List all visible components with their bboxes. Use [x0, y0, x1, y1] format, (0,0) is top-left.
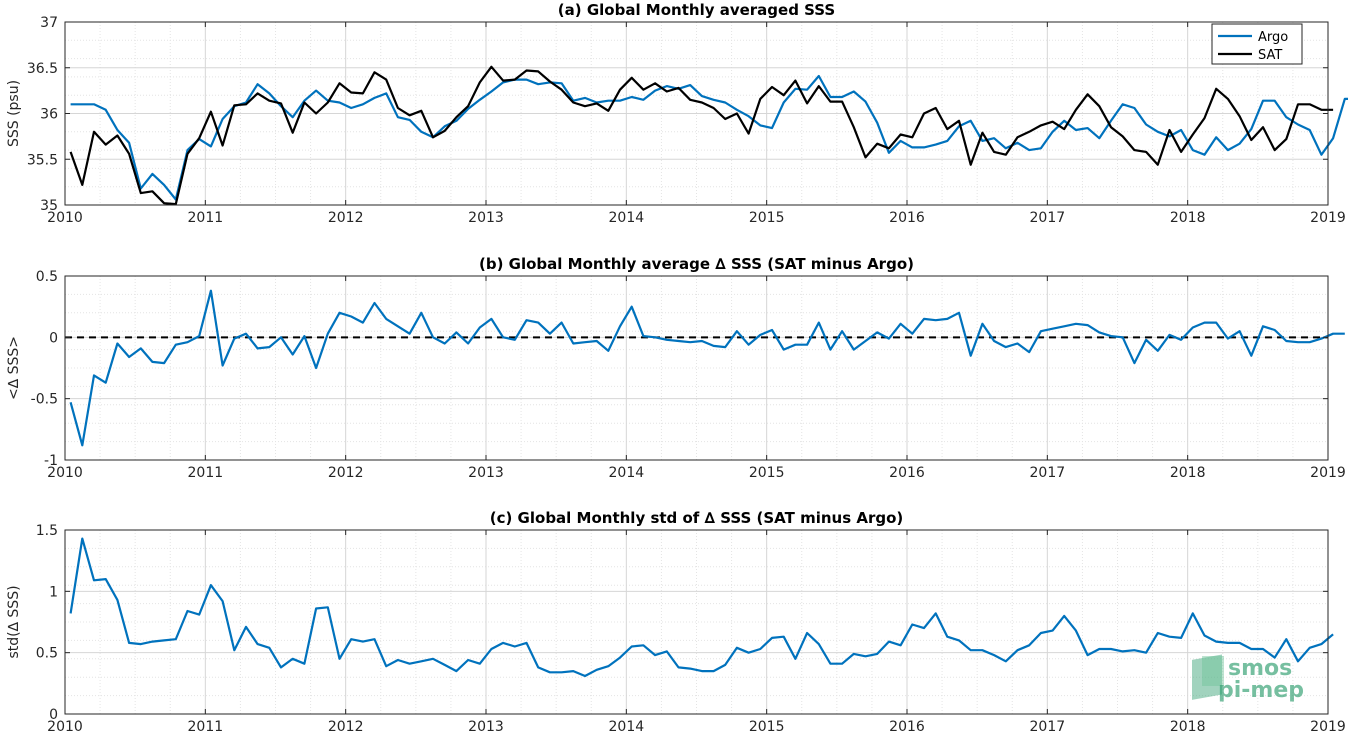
series-line-b-0: [69, 289, 1345, 447]
x-tick-label: 2010: [47, 465, 83, 481]
x-tick-label: 2019: [1310, 210, 1346, 226]
x-tick-label: 2012: [328, 719, 364, 735]
x-tick-label: 2011: [188, 210, 224, 226]
panel-title-a: (a) Global Monthly averaged SSS: [558, 1, 835, 19]
x-tick-label: 2018: [1170, 719, 1206, 735]
panel-title-c: (c) Global Monthly std of ∆ SSS (SAT min…: [490, 509, 904, 527]
x-tick-label: 2016: [889, 719, 925, 735]
x-tick-label: 2014: [609, 465, 645, 481]
panel-a: 2010 2011 2012 2013 2014 2015 2016 2017 2018 2019…: [6, 1, 1348, 226]
series-line-c-0: [69, 537, 1334, 678]
y-tick-label: 35: [40, 198, 58, 214]
x-tick-label: 2016: [889, 465, 925, 481]
series-line-a-0: [70, 74, 1348, 201]
x-tick-label: 2012: [328, 210, 364, 226]
panel-title-b: (b) Global Monthly average ∆ SSS (SAT mi…: [479, 255, 914, 273]
x-tick-label: 2016: [889, 210, 925, 226]
x-tick-label: 2017: [1030, 465, 1066, 481]
panel-b: 2010 2011 2012 2013 2014 2015 2016 2017 2018 2019…: [6, 255, 1346, 481]
y-tick-label: 36: [40, 107, 58, 123]
x-tick-label: 2017: [1030, 719, 1066, 735]
y-axis-label-c: std(∆ SSS): [6, 585, 22, 658]
legend-label-sat: SAT: [1258, 48, 1282, 63]
y-tick-label: -1: [44, 453, 58, 469]
y-tick-label: 37: [40, 15, 58, 31]
x-tick-label: 2012: [328, 465, 364, 481]
logo-line-2: pi-mep: [1218, 678, 1304, 703]
legend-box: [1211, 23, 1303, 65]
x-tick-label: 2015: [749, 210, 785, 226]
logo-line-1: smos: [1228, 656, 1292, 681]
x-tick-label: 2010: [47, 210, 83, 226]
x-tick-label: 2015: [749, 719, 785, 735]
x-tick-label: 2018: [1170, 465, 1206, 481]
y-tick-label: 0.5: [36, 646, 58, 662]
x-tick-label: 2019: [1310, 465, 1346, 481]
x-tick-label: 2011: [188, 719, 224, 735]
legend: Argo SAT: [1211, 23, 1303, 65]
x-tick-label: 2015: [749, 465, 785, 481]
panels: 2010 2011 2012 2013 2014 2015 2016 2017 2018 2019…: [6, 1, 1348, 735]
series-line-a-1: [69, 65, 1334, 206]
y-tick-label: 0: [49, 330, 58, 346]
x-tick-label: 2017: [1030, 210, 1066, 226]
y-tick-label: 0.5: [36, 269, 58, 285]
x-tick-label: 2013: [468, 465, 504, 481]
y-tick-label: 36.5: [27, 61, 58, 77]
y-tick-label: 35.5: [27, 152, 58, 168]
axes-box: [64, 529, 1329, 715]
x-tick-label: 2019: [1310, 719, 1346, 735]
legend-label-argo: Argo: [1258, 30, 1288, 45]
x-tick-label: 2013: [468, 210, 504, 226]
x-tick-label: 2010: [47, 719, 83, 735]
x-tick-label: 2011: [188, 465, 224, 481]
smos-pi-mep-logo: smos pi-mep: [1192, 654, 1304, 703]
x-tick-label: 2014: [609, 210, 645, 226]
y-tick-label: 1.5: [36, 523, 58, 539]
y-tick-label: -0.5: [31, 392, 58, 408]
y-axis-label-a: SSS (psu): [6, 80, 22, 147]
x-tick-label: 2014: [609, 719, 645, 735]
y-tick-label: 1: [49, 584, 58, 600]
y-tick-label: 0: [49, 707, 58, 723]
axes-box: [64, 275, 1329, 461]
panel-c: 2010 2011 2012 2013 2014 2015 2016 2017 2018 2019…: [6, 509, 1346, 735]
y-axis-label-b: <∆ SSS>: [6, 336, 22, 400]
x-tick-label: 2013: [468, 719, 504, 735]
x-tick-label: 2018: [1170, 210, 1206, 226]
logo-mark: [1192, 654, 1222, 700]
logo-mark-2: [1202, 656, 1224, 686]
